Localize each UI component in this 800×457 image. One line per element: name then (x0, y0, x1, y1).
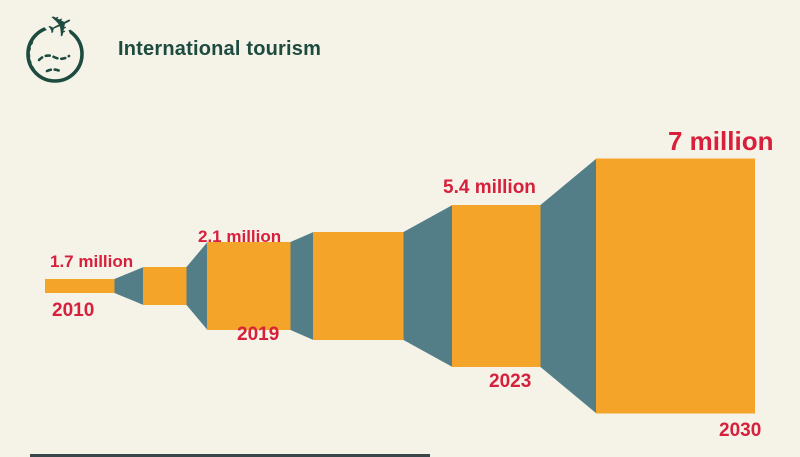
page-title: International tourism (118, 37, 322, 60)
globe-airplane-icon: ✈ (26, 10, 84, 83)
funnel-joint (114, 267, 144, 305)
funnel-joint (403, 205, 453, 367)
funnel-bar (313, 232, 404, 340)
funnel-bar (596, 158, 755, 414)
year-label-2019: 2019 (237, 324, 280, 345)
funnel-bar (143, 267, 187, 305)
cropped-element-edge (30, 454, 430, 457)
funnel-joint (540, 158, 597, 414)
year-label-2010: 2010 (52, 300, 95, 321)
value-label-2010: 1.7 million (50, 252, 134, 271)
funnel-joint (290, 232, 314, 340)
flight-path-dashes (27, 37, 44, 80)
value-label-2023: 5.4 million (443, 177, 536, 198)
continent-line (37, 54, 71, 62)
funnel-bar (207, 242, 291, 330)
funnel-bar (45, 279, 115, 293)
value-label-2030: 7 million (668, 126, 774, 156)
year-label-2023: 2023 (489, 371, 532, 392)
funnel-bar (452, 205, 541, 367)
value-label-2019: 2.1 million (198, 227, 282, 246)
header: ✈ International tourism (16, 10, 321, 88)
funnel-joint (186, 242, 208, 330)
year-label-2030: 2030 (719, 420, 762, 441)
continent-line (45, 68, 62, 73)
